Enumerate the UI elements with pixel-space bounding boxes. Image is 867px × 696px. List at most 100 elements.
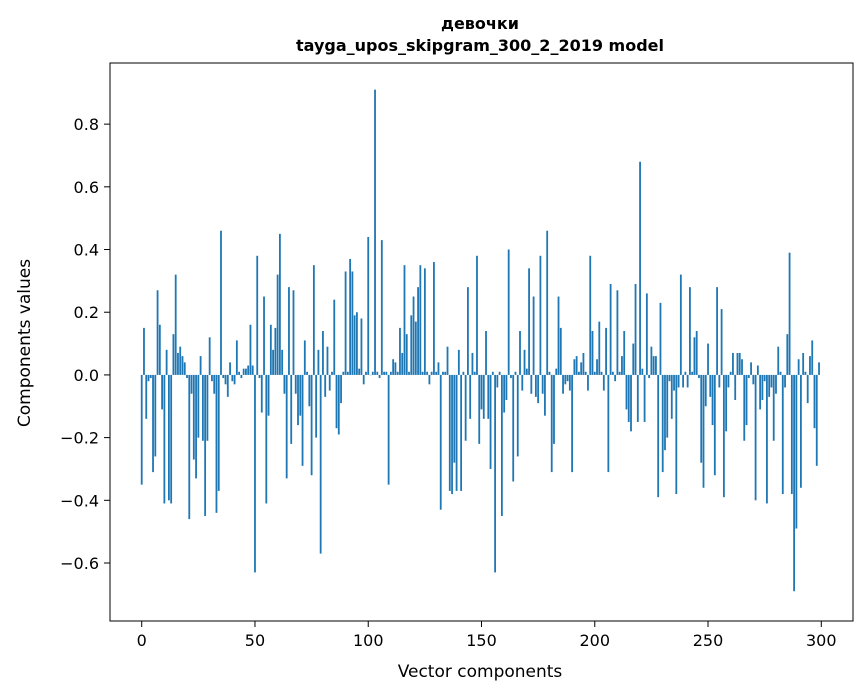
bar-4 [149, 374, 152, 379]
bar-54 [263, 296, 265, 375]
bar-47 [247, 365, 250, 375]
bar-164 [512, 374, 515, 482]
bar-41 [233, 374, 236, 385]
bar-295 [809, 356, 811, 375]
bar-37 [224, 374, 227, 385]
bar-149 [478, 374, 481, 444]
bar-189 [568, 374, 571, 391]
bar-84 [331, 371, 333, 375]
bar-126 [426, 371, 429, 375]
bar-144 [467, 287, 469, 375]
bar-59 [274, 327, 277, 375]
bar-141 [460, 374, 463, 491]
bar-18 [181, 356, 184, 375]
bar-225 [650, 346, 653, 375]
bar-194 [580, 362, 583, 375]
bar-284 [784, 374, 786, 388]
bar-120 [412, 296, 415, 375]
bar-95 [356, 312, 358, 375]
bar-175 [537, 374, 540, 404]
bar-19 [183, 362, 186, 375]
bar-75 [310, 374, 313, 476]
bar-205 [605, 327, 607, 375]
bar-50 [254, 374, 256, 573]
x-tick-label: 250 [693, 631, 724, 650]
bar-5 [152, 374, 154, 473]
bar-223 [645, 293, 648, 375]
bar-45 [242, 368, 245, 375]
bar-232 [666, 374, 669, 438]
bar-20 [186, 374, 188, 379]
bar-138 [453, 374, 456, 463]
bar-38 [226, 374, 229, 397]
bar-193 [578, 371, 580, 375]
bar-60 [276, 274, 279, 375]
bar-115 [401, 352, 404, 375]
bar-136 [448, 374, 451, 491]
x-tick-label: 150 [466, 631, 497, 650]
bar-200 [593, 371, 596, 375]
y-tick-label: −0.2 [60, 429, 99, 448]
bar-103 [374, 89, 376, 375]
bar-177 [541, 374, 544, 394]
bar-61 [278, 233, 281, 375]
bar-28 [204, 374, 207, 516]
bar-88 [340, 374, 342, 404]
bar-99 [365, 371, 367, 375]
bar-24 [195, 374, 197, 479]
bar-160 [503, 374, 506, 413]
bar-244 [693, 337, 696, 375]
bar-252 [711, 374, 714, 426]
bar-213 [623, 331, 626, 375]
bar-169 [523, 349, 526, 375]
bar-172 [530, 374, 533, 394]
bar-49 [251, 365, 254, 375]
bar-286 [788, 252, 791, 375]
bar-270 [752, 374, 755, 385]
bar-104 [376, 371, 379, 375]
bar-228 [657, 374, 660, 498]
bar-139 [455, 374, 458, 491]
bar-273 [759, 374, 762, 410]
bar-8 [158, 324, 161, 375]
bar-245 [695, 331, 698, 375]
bar-32 [213, 374, 216, 394]
bar-290 [797, 359, 800, 375]
bar-269 [750, 362, 752, 375]
bar-114 [399, 327, 401, 375]
bar-265 [741, 359, 743, 375]
bar-2 [145, 374, 148, 419]
bar-248 [702, 374, 705, 488]
bar-167 [519, 331, 521, 375]
bar-130 [435, 371, 438, 375]
bar-288 [793, 374, 796, 592]
bar-74 [308, 374, 311, 407]
bar-187 [564, 374, 567, 385]
x-tick-label: 0 [137, 631, 147, 650]
bar-124 [421, 371, 424, 375]
bar-239 [682, 374, 685, 388]
bar-34 [217, 374, 220, 491]
bar-216 [630, 374, 632, 432]
bar-48 [249, 324, 252, 375]
bar-25 [197, 374, 200, 438]
bar-174 [534, 374, 537, 397]
bar-250 [707, 343, 709, 375]
bar-294 [806, 374, 809, 404]
bar-240 [684, 371, 687, 375]
bar-117 [405, 334, 408, 375]
bar-116 [403, 265, 406, 375]
bar-268 [747, 374, 750, 379]
bar-56 [267, 374, 270, 416]
bar-219 [636, 374, 639, 422]
bar-276 [766, 374, 768, 504]
bar-287 [790, 374, 793, 495]
bar-156 [494, 374, 496, 573]
bar-246 [698, 374, 700, 379]
bar-148 [476, 255, 478, 375]
bar-159 [500, 374, 503, 516]
bar-190 [571, 374, 574, 473]
bar-134 [444, 371, 447, 375]
y-tick-label: 0.8 [74, 115, 99, 134]
y-tick-label: 0.0 [74, 366, 99, 385]
